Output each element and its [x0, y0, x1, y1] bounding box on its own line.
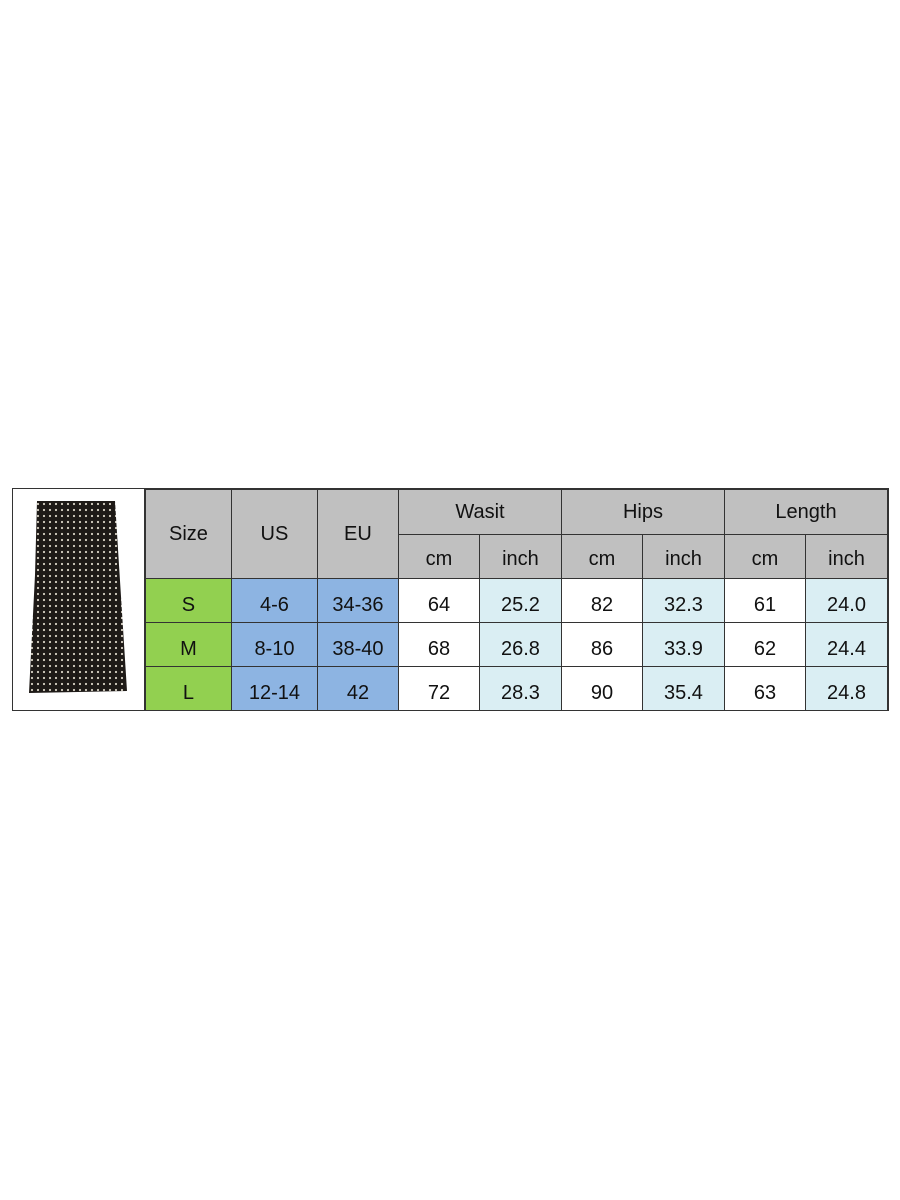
value-cell: 35.4 — [641, 666, 725, 711]
eu-cell: 38-40 — [316, 622, 399, 667]
value-cell: 90 — [560, 666, 643, 711]
table-row: M 8-10 38-40 68 26.8 86 33.9 62 24.4 — [144, 622, 889, 667]
size-cell: L — [144, 666, 232, 711]
eu-cell: 42 — [316, 666, 399, 711]
value-cell: 68 — [397, 622, 480, 667]
unit-header: cm — [397, 534, 480, 579]
unit-header: inch — [804, 534, 889, 579]
header-waist: Wasit — [397, 489, 562, 535]
value-cell: 82 — [560, 578, 643, 623]
unit-header: cm — [723, 534, 806, 579]
value-cell: 33.9 — [641, 622, 725, 667]
size-cell: S — [144, 578, 232, 623]
header-eu: EU — [316, 489, 399, 579]
value-cell: 72 — [397, 666, 480, 711]
unit-header: inch — [478, 534, 562, 579]
unit-header: cm — [560, 534, 643, 579]
value-cell: 26.8 — [478, 622, 562, 667]
size-chart: Size US EU Wasit Hips Length cm inch cm … — [12, 488, 889, 711]
us-cell: 4-6 — [230, 578, 318, 623]
product-image — [13, 489, 145, 710]
us-cell: 8-10 — [230, 622, 318, 667]
us-cell: 12-14 — [230, 666, 318, 711]
value-cell: 86 — [560, 622, 643, 667]
header-hips: Hips — [560, 489, 725, 535]
header-size: Size — [144, 489, 232, 579]
skirt-image — [29, 500, 128, 693]
value-cell: 61 — [723, 578, 806, 623]
value-cell: 24.0 — [804, 578, 889, 623]
value-cell: 62 — [723, 622, 806, 667]
value-cell: 24.4 — [804, 622, 889, 667]
eu-cell: 34-36 — [316, 578, 399, 623]
table-row: L 12-14 42 72 28.3 90 35.4 63 24.8 — [144, 666, 889, 711]
unit-header: inch — [641, 534, 725, 579]
header-length: Length — [723, 489, 889, 535]
value-cell: 25.2 — [478, 578, 562, 623]
value-cell: 24.8 — [804, 666, 889, 711]
value-cell: 64 — [397, 578, 480, 623]
size-cell: M — [144, 622, 232, 667]
value-cell: 28.3 — [478, 666, 562, 711]
table-row: S 4-6 34-36 64 25.2 82 32.3 61 24.0 — [144, 578, 889, 623]
value-cell: 32.3 — [641, 578, 725, 623]
size-table: Size US EU Wasit Hips Length cm inch cm … — [144, 489, 889, 711]
header-us: US — [230, 489, 318, 579]
value-cell: 63 — [723, 666, 806, 711]
